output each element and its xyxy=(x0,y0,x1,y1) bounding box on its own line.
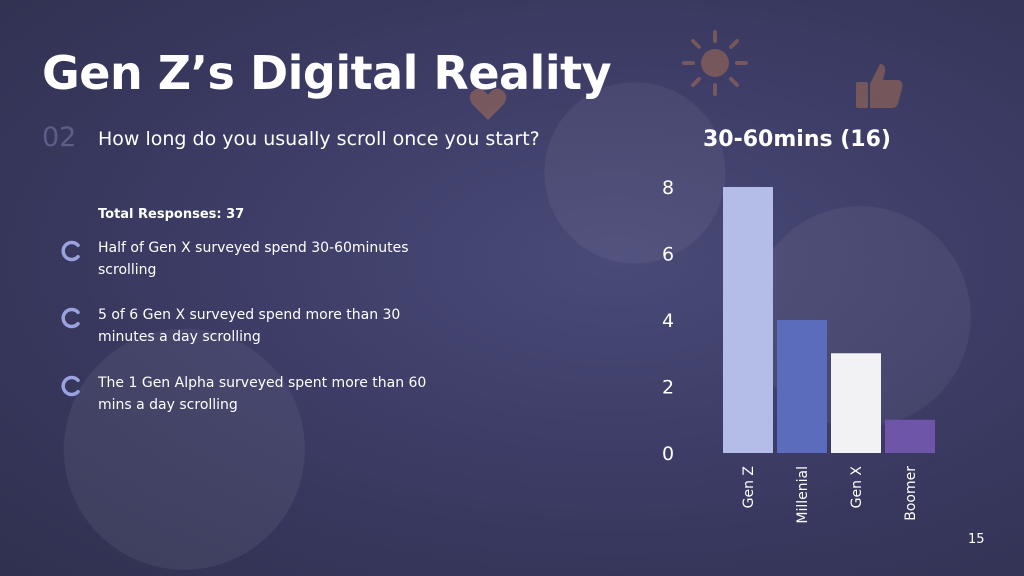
sun-icon xyxy=(682,30,748,96)
slide-title: Gen Z’s Digital Reality xyxy=(42,46,612,100)
bullet-text: 5 of 6 Gen X surveyed spend more than 30… xyxy=(98,307,401,345)
circle-arc-icon xyxy=(61,307,80,329)
bar-boomer xyxy=(885,419,935,453)
circle-arc-icon xyxy=(61,240,80,262)
y-tick-label: 2 xyxy=(662,377,674,399)
question-text: How long do you usually scroll once you … xyxy=(98,128,540,150)
bullet-text: Half of Gen X surveyed spend 30-60minute… xyxy=(98,240,409,278)
thumbs-up-icon xyxy=(856,64,903,108)
bar-millenial xyxy=(777,320,827,453)
bullet-text: The 1 Gen Alpha surveyed spent more than… xyxy=(98,375,427,413)
circle-arc-icon xyxy=(61,375,80,397)
y-tick-label: 4 xyxy=(662,310,674,332)
question-number: 02 xyxy=(42,122,77,153)
bar-gen-z xyxy=(723,187,773,453)
heart-icon xyxy=(469,88,507,120)
x-tick-label: Gen Z xyxy=(741,466,757,508)
total-responses: Total Responses: 37 xyxy=(98,207,245,222)
x-tick-label: Gen X xyxy=(849,466,865,509)
bar-gen-x xyxy=(831,353,881,453)
x-tick-label: Boomer xyxy=(903,466,919,521)
page-number: 15 xyxy=(968,532,985,547)
chart-title: 30-60mins (16) xyxy=(703,127,891,152)
y-tick-label: 6 xyxy=(662,244,674,266)
x-tick-label: Millenial xyxy=(795,466,811,524)
y-tick-label: 8 xyxy=(662,177,674,199)
bar-chart: 0 2 4 6 8 Gen Z Millenial Gen X Boomer xyxy=(662,177,935,524)
y-tick-label: 0 xyxy=(662,443,674,465)
